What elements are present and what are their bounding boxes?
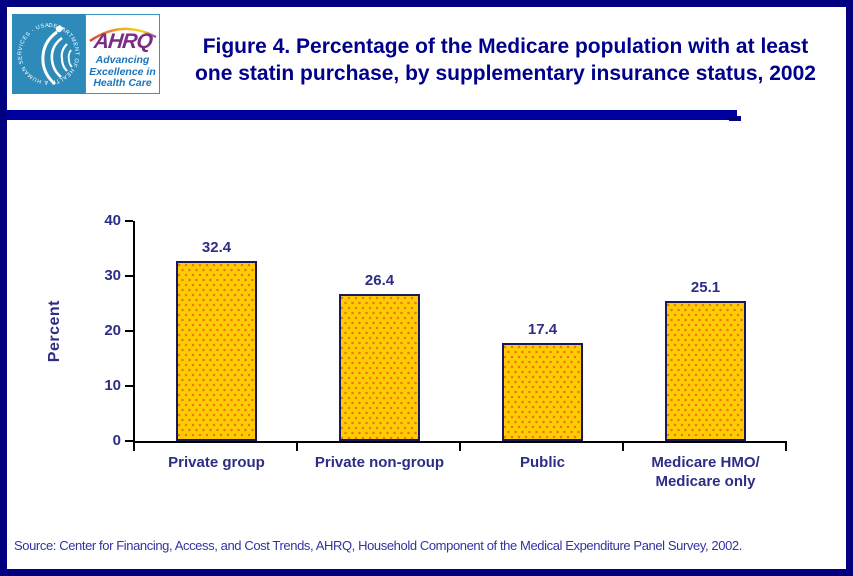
y-tick-mark xyxy=(125,440,133,442)
ahrq-rainbow-arc-icon xyxy=(89,27,157,42)
y-axis-title-wrap: Percent xyxy=(45,221,65,441)
bar-3 xyxy=(665,300,746,441)
bar-value-label: 32.4 xyxy=(201,238,232,256)
bar-1 xyxy=(339,293,420,441)
ahrq-wordmark: AHRQ xyxy=(92,30,153,53)
ahrq-tagline-line2: Excellence in xyxy=(89,65,156,78)
category-label: Public xyxy=(519,454,565,471)
figure-title-line2: one statin purchase, by supplementary in… xyxy=(195,62,816,85)
hhs-eagle-icon: DEPARTMENT OF HEALTH & HUMAN SERVICES - … xyxy=(17,23,79,86)
y-tick-mark xyxy=(125,385,133,387)
source-note: Source: Center for Financing, Access, an… xyxy=(14,538,742,553)
x-tick-mark xyxy=(459,443,461,451)
y-tick-label: 40 xyxy=(104,212,121,229)
ahrq-tagline: Advancing Excellence in Health Care xyxy=(89,54,156,90)
y-tick-label: 10 xyxy=(104,377,121,394)
bar-value-label: 17.4 xyxy=(527,321,558,339)
x-tick-mark xyxy=(785,443,787,451)
y-tick-label: 0 xyxy=(112,432,121,449)
y-tick-mark xyxy=(125,330,133,332)
y-tick-label: 20 xyxy=(104,322,121,339)
category-label: Medicare HMO/ Medicare only xyxy=(651,454,760,490)
bar-0 xyxy=(176,260,257,441)
header-divider-bar xyxy=(7,110,737,120)
x-tick-mark xyxy=(296,443,298,451)
x-tick-mark xyxy=(133,443,135,451)
y-axis-line xyxy=(133,221,135,443)
figure-title-line1: Figure 4. Percentage of the Medicare pop… xyxy=(202,35,809,58)
hhs-logo: DEPARTMENT OF HEALTH & HUMAN SERVICES - … xyxy=(12,14,85,94)
header-divider-notch xyxy=(729,116,741,121)
figure-title: Figure 4. Percentage of the Medicare pop… xyxy=(165,33,846,87)
category-label: Private non-group xyxy=(314,454,445,471)
bar-2 xyxy=(502,343,583,441)
y-axis-title: Percent xyxy=(46,299,63,363)
category-label: Private group xyxy=(168,454,265,471)
ahrq-tagline-line1: Advancing xyxy=(95,54,150,66)
bar-value-label: 25.1 xyxy=(690,278,721,296)
x-axis-line xyxy=(133,441,787,443)
y-tick-label: 30 xyxy=(104,267,121,284)
ahrq-logo: AHRQ Advancing Excellence in Health Care xyxy=(85,14,160,94)
plot-area: 32.4 Private group 26.4 Private non-group 17… xyxy=(104,212,787,490)
agency-logo: DEPARTMENT OF HEALTH & HUMAN SERVICES - … xyxy=(12,14,160,94)
y-tick-mark xyxy=(125,275,133,277)
ahrq-tagline-line3: Health Care xyxy=(93,77,152,89)
bar-value-label: 26.4 xyxy=(364,271,395,289)
y-tick-mark xyxy=(125,220,133,222)
x-tick-mark xyxy=(622,443,624,451)
